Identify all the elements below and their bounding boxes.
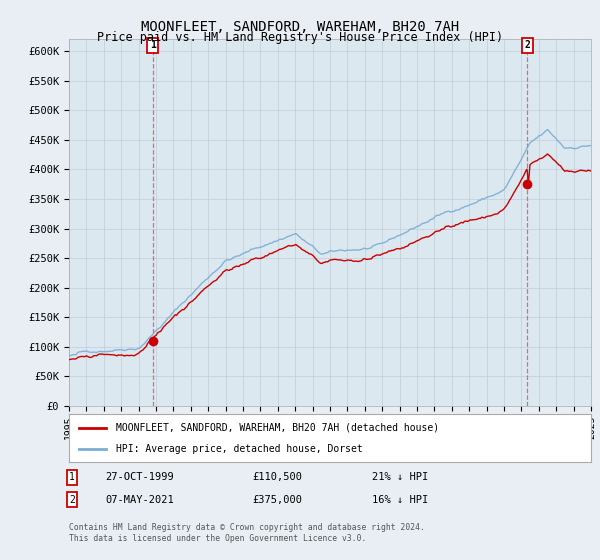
Text: 1: 1 [150,40,156,50]
Text: £110,500: £110,500 [252,472,302,482]
Text: HPI: Average price, detached house, Dorset: HPI: Average price, detached house, Dors… [116,444,363,454]
Text: 1: 1 [69,472,75,482]
Text: Contains HM Land Registry data © Crown copyright and database right 2024.
This d: Contains HM Land Registry data © Crown c… [69,524,425,543]
Text: 21% ↓ HPI: 21% ↓ HPI [372,472,428,482]
Text: 27-OCT-1999: 27-OCT-1999 [105,472,174,482]
Text: 2: 2 [524,40,530,50]
Text: £375,000: £375,000 [252,494,302,505]
Text: MOONFLEET, SANDFORD, WAREHAM, BH20 7AH (detached house): MOONFLEET, SANDFORD, WAREHAM, BH20 7AH (… [116,423,439,433]
Text: 2: 2 [69,494,75,505]
Text: 16% ↓ HPI: 16% ↓ HPI [372,494,428,505]
Text: Price paid vs. HM Land Registry's House Price Index (HPI): Price paid vs. HM Land Registry's House … [97,31,503,44]
Text: 07-MAY-2021: 07-MAY-2021 [105,494,174,505]
Text: MOONFLEET, SANDFORD, WAREHAM, BH20 7AH: MOONFLEET, SANDFORD, WAREHAM, BH20 7AH [141,20,459,34]
